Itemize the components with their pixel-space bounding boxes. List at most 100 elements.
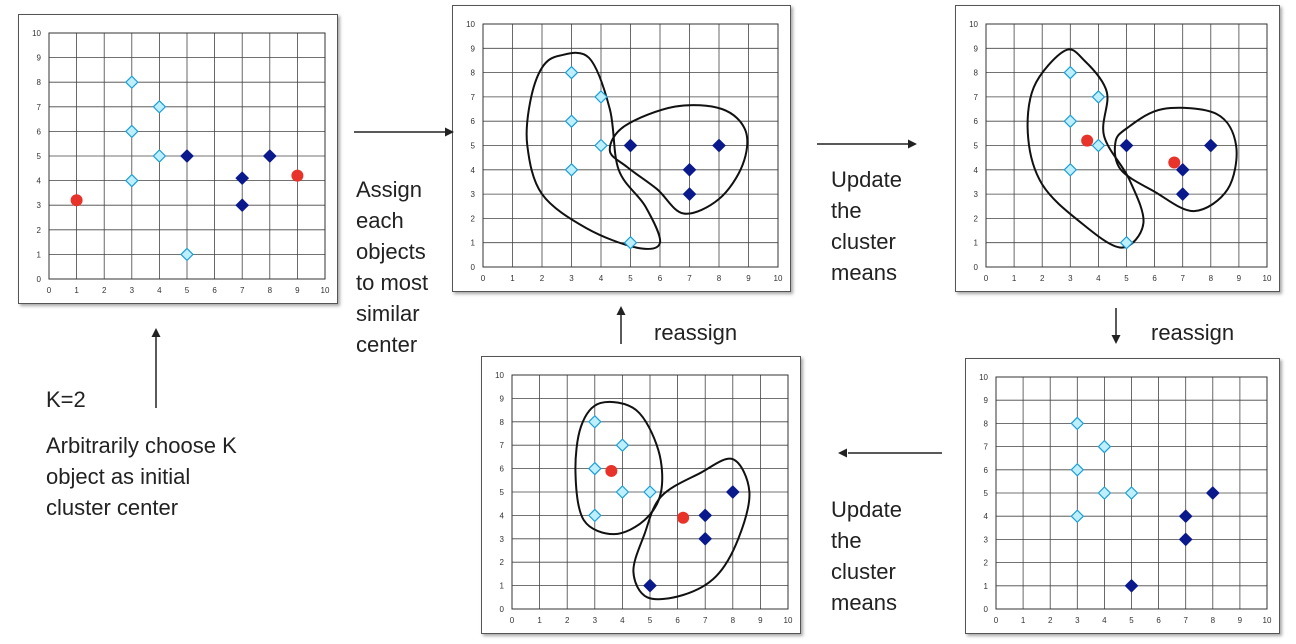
x-tick-label: 6	[1156, 616, 1161, 625]
y-tick-label: 5	[500, 488, 505, 497]
cluster-outline	[525, 51, 662, 250]
assign-line: objects	[356, 239, 426, 264]
x-tick-label: 0	[47, 286, 52, 295]
y-tick-label: 10	[466, 20, 475, 29]
light-point	[623, 235, 638, 250]
x-tick-label: 4	[157, 286, 162, 295]
x-tick-label: 7	[687, 274, 692, 283]
x-tick-label: 1	[1012, 274, 1017, 283]
light-point	[1063, 114, 1078, 129]
update-step-label-top: Update the cluster means	[831, 164, 902, 288]
light-point	[594, 138, 608, 153]
update-line: cluster	[831, 559, 896, 584]
y-tick-label: 6	[471, 117, 476, 126]
y-tick-label: 7	[500, 441, 505, 450]
cluster-center-point	[677, 511, 690, 524]
plot-frame	[985, 23, 1268, 268]
x-tick-label: 9	[758, 616, 763, 625]
y-tick-label: 4	[37, 177, 42, 186]
x-tick-label: 0	[510, 616, 515, 625]
light-point	[152, 99, 167, 114]
x-tick-label: 1	[510, 274, 515, 283]
assigned-plot: 0 1 2 3 4 5 6 7 8 9 10 0 1 2 3 4 5 6 7 8 9 10	[466, 20, 783, 283]
x-tick-label: 2	[565, 616, 570, 625]
assign-step-label: Assign each objects to most similar cent…	[356, 174, 428, 360]
light-point	[1070, 416, 1085, 431]
y-tick-label: 10	[979, 373, 988, 382]
light-point	[1091, 90, 1106, 104]
y-tick-label: 8	[471, 69, 476, 78]
init-description-line: cluster center	[46, 495, 179, 520]
x-tick-label: 5	[1129, 616, 1134, 625]
light-point	[1097, 486, 1112, 500]
dark-point	[235, 198, 250, 213]
dark-point	[235, 171, 250, 185]
light-point	[1124, 486, 1139, 500]
dark-point	[698, 508, 713, 523]
y-tick-label: 5	[37, 152, 42, 161]
y-tick-label: 9	[984, 396, 989, 405]
plot-frame	[511, 374, 789, 610]
x-tick-label: 7	[240, 286, 245, 295]
assign-line: to most	[356, 270, 429, 295]
reassigned-plot-panel: 0 1 2 3 4 5 6 7 8 9 10 0 1 2 3 4 5 6 7 8 9 10	[965, 358, 1280, 634]
x-tick-label: 4	[620, 616, 625, 625]
x-tick-label: 5	[628, 274, 633, 283]
light-point	[564, 65, 579, 80]
x-tick-label: 5	[1124, 274, 1129, 283]
dark-point	[1119, 138, 1134, 153]
y-tick-label: 10	[969, 20, 978, 29]
cluster-center-point	[1081, 134, 1094, 147]
update-line: Update	[831, 497, 902, 522]
y-tick-label: 1	[974, 239, 979, 248]
x-tick-label: 10	[1263, 274, 1272, 283]
x-tick-label: 3	[1068, 274, 1073, 283]
x-tick-label: 6	[212, 286, 217, 295]
light-point	[1097, 439, 1112, 454]
final-plot-panel: 0 1 2 3 4 5 6 7 8 9 10 0 1 2 3 4 5 6 7 8 9 10	[481, 356, 801, 634]
dark-point	[1175, 162, 1190, 177]
x-tick-label: 1	[1021, 616, 1026, 625]
x-tick-label: 2	[1048, 616, 1053, 625]
arrow-left-update	[838, 448, 942, 458]
light-point	[1091, 138, 1106, 153]
x-tick-label: 4	[1096, 274, 1101, 283]
y-tick-label: 0	[500, 605, 505, 614]
plot-frame	[995, 376, 1268, 610]
y-tick-label: 3	[37, 201, 42, 210]
y-tick-label: 3	[984, 535, 989, 544]
light-point	[1070, 462, 1085, 477]
init-description: Arbitrarily choose K object as initial c…	[46, 430, 237, 523]
x-tick-label: 9	[1237, 274, 1242, 283]
y-tick-label: 7	[37, 103, 42, 112]
y-tick-label: 0	[984, 605, 989, 614]
y-tick-label: 8	[500, 418, 505, 427]
y-tick-label: 9	[974, 44, 979, 53]
x-tick-label: 6	[658, 274, 663, 283]
cluster-center-point	[291, 169, 304, 182]
dark-point	[1178, 532, 1193, 547]
arrow-down-reassign	[1111, 308, 1121, 344]
dark-point	[180, 149, 194, 163]
y-tick-label: 9	[500, 394, 505, 403]
y-tick-label: 1	[471, 239, 476, 248]
light-point	[1119, 235, 1134, 250]
x-tick-label: 4	[1102, 616, 1107, 625]
update-line: cluster	[831, 229, 896, 254]
plot-frame	[48, 32, 326, 280]
dark-point	[1175, 187, 1190, 201]
dark-point	[643, 578, 657, 593]
cluster-outline	[632, 457, 751, 601]
assign-line: each	[356, 208, 404, 233]
light-point	[1070, 509, 1085, 524]
x-tick-label: 7	[1180, 274, 1185, 283]
reassigned-plot: 0 1 2 3 4 5 6 7 8 9 10 0 1 2 3 4 5 6 7 8 9 10	[979, 373, 1272, 625]
dark-point	[1203, 138, 1218, 153]
dark-point	[682, 187, 697, 201]
y-tick-label: 7	[974, 93, 979, 102]
y-tick-label: 0	[471, 263, 476, 272]
y-tick-label: 8	[37, 78, 42, 87]
x-tick-label: 2	[1040, 274, 1045, 283]
assigned-plot-panel: 0 1 2 3 4 5 6 7 8 9 10 0 1 2 3 4 5 6 7 8 9 10	[452, 5, 791, 292]
x-tick-label: 6	[675, 616, 680, 625]
